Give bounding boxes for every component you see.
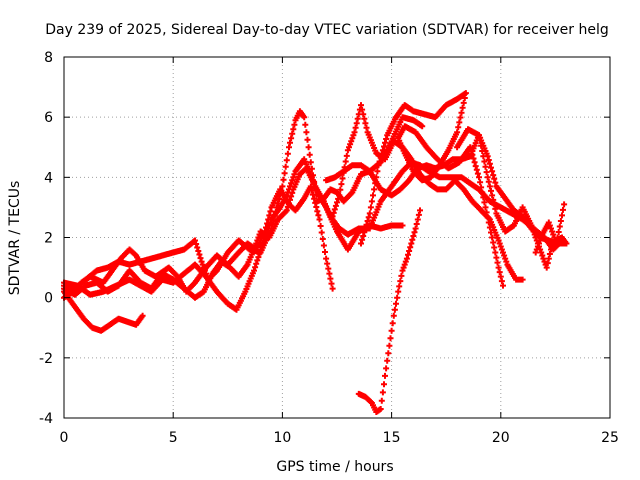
grid-lines bbox=[64, 57, 610, 418]
series-markers bbox=[61, 183, 336, 301]
y-tick-label: -2 bbox=[39, 351, 53, 367]
series-trace-11 bbox=[532, 219, 570, 256]
series-markers bbox=[329, 102, 526, 283]
y-axis-label: SDTVAR / TECUs bbox=[7, 181, 23, 296]
series-trace-9 bbox=[454, 126, 568, 271]
x-tick-label: 5 bbox=[169, 430, 178, 446]
series-trace-10 bbox=[355, 207, 423, 415]
x-tick-label: 20 bbox=[492, 430, 510, 446]
y-tick-label: 8 bbox=[44, 50, 53, 66]
y-tick-label: 2 bbox=[44, 231, 53, 247]
x-axis-label: GPS time / hours bbox=[276, 459, 393, 475]
series-markers bbox=[532, 219, 570, 256]
series-markers bbox=[355, 207, 423, 415]
y-tick-label: 6 bbox=[44, 110, 53, 126]
series-trace-2 bbox=[61, 183, 336, 301]
y-tick-label: 0 bbox=[44, 291, 53, 307]
chart-title: Day 239 of 2025, Sidereal Day-to-day VTE… bbox=[45, 22, 608, 38]
x-tick-label: 15 bbox=[383, 430, 401, 446]
data-points bbox=[61, 90, 570, 415]
y-tick-label: 4 bbox=[44, 170, 53, 186]
x-tick-label: 10 bbox=[273, 430, 291, 446]
series-markers bbox=[454, 126, 568, 271]
y-tick-label: -4 bbox=[39, 411, 53, 427]
x-tick-label: 25 bbox=[601, 430, 619, 446]
series-trace-7 bbox=[358, 90, 506, 289]
series-markers bbox=[358, 90, 506, 289]
series-trace-8 bbox=[329, 102, 526, 283]
axis-ticks: 0 5 10 15 20 25 -4 -2 0 2 4 6 8 bbox=[39, 50, 619, 446]
x-tick-label: 0 bbox=[60, 430, 69, 446]
